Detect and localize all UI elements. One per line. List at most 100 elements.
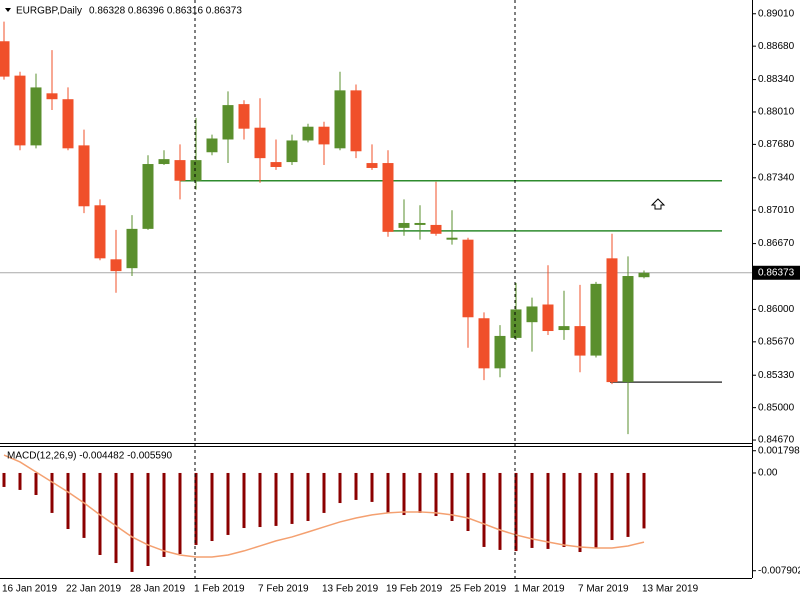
macd-bar: [146, 472, 150, 566]
candle-body: [142, 164, 154, 229]
y-tick-label: 0.86000: [758, 304, 795, 315]
candle-body: [222, 105, 234, 140]
x-tick-label: 22 Jan 2019: [66, 584, 121, 595]
macd-bar: [194, 472, 198, 545]
macd-bar: [418, 472, 422, 513]
x-tick-label: 7 Mar 2019: [578, 584, 629, 595]
macd-bar: [482, 472, 486, 547]
candle-body: [62, 99, 74, 149]
macd-bar: [530, 472, 534, 548]
macd-bar: [226, 472, 230, 535]
candle-body: [510, 309, 522, 338]
candle-body: [158, 159, 170, 165]
macd-label: MACD(12,26,9) -0.004482 -0.005590: [7, 451, 173, 462]
macd-bar: [626, 472, 630, 537]
macd-bar: [50, 472, 54, 513]
candle-body: [190, 160, 202, 181]
macd-bar: [162, 472, 166, 557]
candle-body: [430, 224, 442, 234]
macd-bar: [386, 472, 390, 513]
candle-body: [174, 160, 186, 181]
candle-body: [382, 163, 394, 232]
candle-body: [94, 205, 106, 259]
y-tick-label: 0.001798: [758, 445, 800, 456]
y-tick-label: 0.88680: [758, 41, 795, 52]
price-plot: [0, 21, 752, 435]
candle-body: [462, 239, 474, 318]
macd-bar: [306, 472, 310, 521]
last-price-tag: [753, 265, 800, 280]
macd-bar: [18, 472, 22, 490]
candle-body: [206, 138, 218, 153]
candle-body: [110, 259, 122, 272]
x-tick-label: 1 Feb 2019: [194, 584, 245, 595]
candle-body: [78, 145, 90, 207]
y-tick-label: 0.85000: [758, 402, 795, 413]
macd-bar: [338, 472, 342, 504]
symbol-label: EURGBP,Daily: [16, 6, 82, 17]
candle-body: [30, 87, 42, 146]
candle-body: [366, 163, 378, 168]
macd-bar: [242, 472, 246, 529]
macd-bar: [466, 472, 470, 531]
y-tick-label: 0.86670: [758, 238, 795, 249]
y-tick-label: 0.87340: [758, 172, 795, 183]
candle-body: [558, 326, 570, 331]
macd-bar: [354, 472, 358, 500]
macd-bar: [66, 472, 70, 530]
x-tick-label: 16 Jan 2019: [2, 584, 57, 595]
candle-body: [414, 222, 426, 225]
candle-body: [238, 104, 250, 129]
candle-body: [574, 326, 586, 356]
candle-body: [590, 283, 602, 356]
macd-bar: [450, 472, 454, 521]
macd-bar: [514, 472, 518, 552]
x-tick-label: 13 Mar 2019: [642, 584, 699, 595]
x-tick-label: 7 Feb 2019: [258, 584, 309, 595]
macd-bar: [274, 472, 278, 526]
y-tick-label: 0.89010: [758, 8, 795, 19]
candle-body: [286, 140, 298, 163]
macd-bar: [578, 472, 582, 553]
macd-bar: [82, 472, 86, 538]
macd-bar: [370, 472, 374, 502]
candle-body: [14, 75, 26, 146]
candle-body: [622, 276, 634, 383]
candle-body: [494, 335, 506, 369]
macd-plot: [2, 454, 646, 572]
candle-body: [270, 162, 282, 167]
x-tick-label: 25 Feb 2019: [450, 584, 507, 595]
macd-bar: [258, 472, 262, 528]
arrow-icon: [650, 198, 666, 210]
y-tick-label: 0.87680: [758, 139, 795, 150]
ohlc-label: 0.86328 0.86396 0.86316 0.86373: [89, 6, 242, 17]
macd-bar: [402, 472, 406, 516]
y-tick-label: 0.85330: [758, 370, 795, 381]
candle-body: [398, 222, 410, 228]
y-tick-label: -0.007902: [758, 565, 800, 576]
candle-body: [638, 272, 650, 278]
macd-bar: [2, 472, 6, 487]
candle-body: [46, 93, 58, 100]
menu-triangle: [5, 8, 11, 12]
macd-bar: [178, 472, 182, 554]
macd-bar: [322, 472, 326, 513]
macd-bar: [34, 472, 38, 495]
candle-body: [318, 126, 330, 145]
candle-body: [478, 318, 490, 369]
candle-body: [302, 126, 314, 141]
last-price-label: 0.86373: [758, 267, 795, 278]
macd-bar: [130, 472, 134, 572]
macd-bar: [434, 472, 438, 517]
axes: 0.89010 0.88680 0.88340 0.88010 0.87680 0.873…: [2, 8, 800, 595]
candle-body: [254, 127, 266, 159]
y-tick-label: 0.88340: [758, 74, 795, 85]
signal-line: [3, 454, 645, 558]
macd-bar: [562, 472, 566, 547]
candle-body: [446, 237, 458, 240]
x-tick-label: 28 Jan 2019: [130, 584, 185, 595]
candle-body: [606, 258, 618, 383]
macd-bar: [498, 472, 502, 550]
macd-bar: [594, 472, 598, 548]
